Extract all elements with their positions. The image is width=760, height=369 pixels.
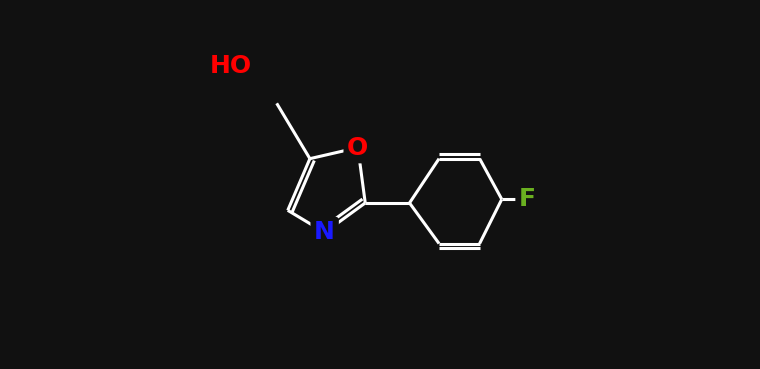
Text: F: F [519, 187, 536, 211]
Text: HO: HO [210, 54, 252, 79]
Text: O: O [347, 135, 369, 160]
Text: N: N [314, 220, 335, 245]
